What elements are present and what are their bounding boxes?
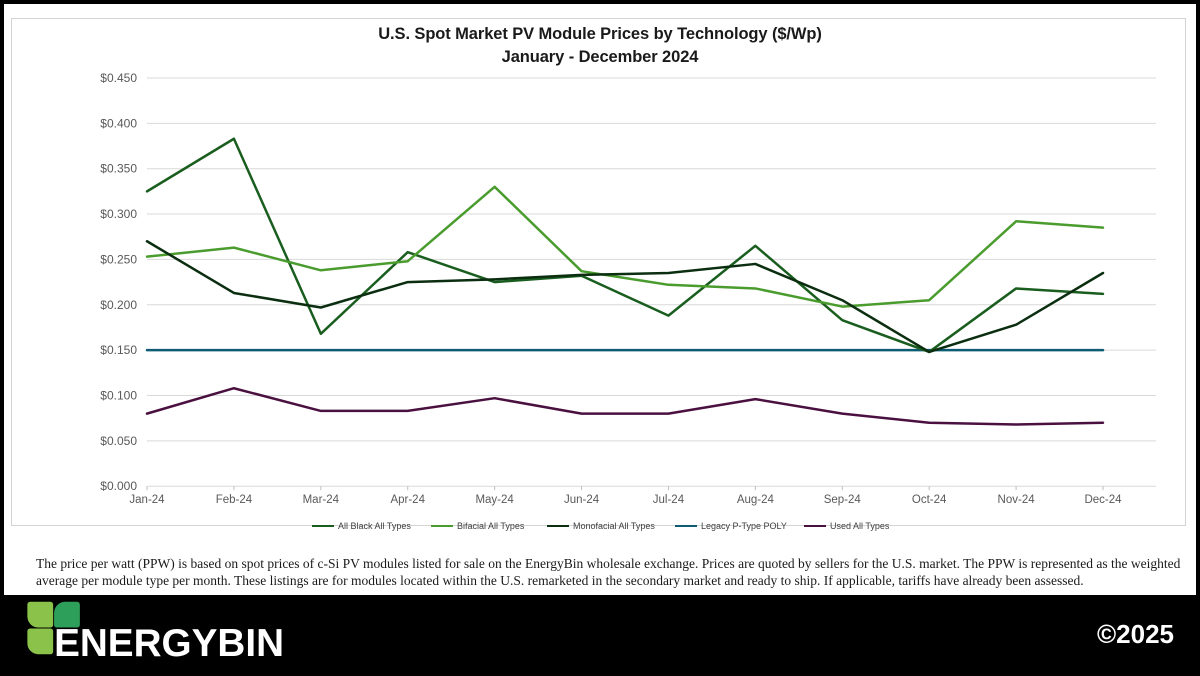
svg-text:$0.000: $0.000 xyxy=(100,479,137,493)
svg-text:Apr-24: Apr-24 xyxy=(390,494,425,506)
svg-text:Jun-24: Jun-24 xyxy=(564,494,600,506)
svg-text:Nov-24: Nov-24 xyxy=(998,494,1036,506)
svg-text:Aug-24: Aug-24 xyxy=(737,494,775,506)
svg-text:May-24: May-24 xyxy=(475,494,514,506)
svg-text:Sep-24: Sep-24 xyxy=(824,494,862,506)
svg-text:$0.300: $0.300 xyxy=(100,207,137,221)
svg-text:Oct-24: Oct-24 xyxy=(912,494,947,506)
svg-text:$0.200: $0.200 xyxy=(100,298,137,312)
svg-text:ENERGYBIN: ENERGYBIN xyxy=(54,622,284,665)
svg-text:$0.050: $0.050 xyxy=(100,434,137,448)
svg-text:Mar-24: Mar-24 xyxy=(303,494,340,506)
svg-text:Dec-24: Dec-24 xyxy=(1084,494,1122,506)
svg-text:$0.400: $0.400 xyxy=(100,116,137,130)
svg-text:Jul-24: Jul-24 xyxy=(653,494,685,506)
svg-text:$0.250: $0.250 xyxy=(100,252,137,266)
svg-text:$0.450: $0.450 xyxy=(100,71,137,85)
svg-text:$0.100: $0.100 xyxy=(100,388,137,402)
svg-text:Jan-24: Jan-24 xyxy=(129,494,165,506)
svg-text:$0.150: $0.150 xyxy=(100,343,137,357)
svg-text:$0.350: $0.350 xyxy=(100,162,137,176)
svg-text:Feb-24: Feb-24 xyxy=(216,494,253,506)
